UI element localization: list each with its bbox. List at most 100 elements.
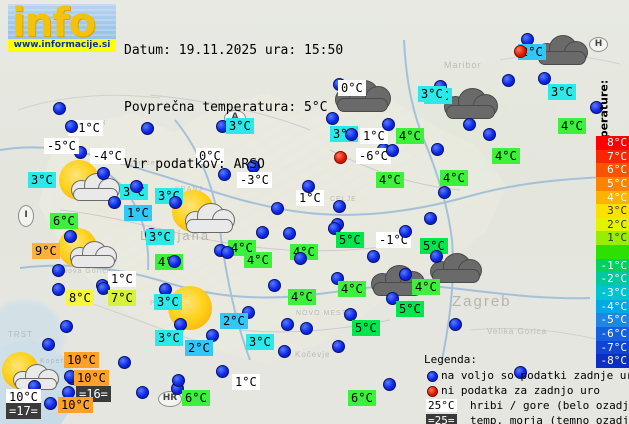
station-dot[interactable] <box>271 202 284 215</box>
station-dot[interactable] <box>386 292 399 305</box>
station-dot[interactable] <box>483 128 496 141</box>
station-dot[interactable] <box>108 196 121 209</box>
red-dot-icon <box>427 386 438 397</box>
legend-row-blue-dot: na voljo so podatki zadnje ure <box>424 368 629 383</box>
station-dot[interactable] <box>367 250 380 263</box>
scale-step: -2°C <box>596 272 629 287</box>
station-dot[interactable] <box>130 180 143 193</box>
station-dot[interactable] <box>424 212 437 225</box>
station-temperature-label: 4°C <box>244 252 272 268</box>
station-dot[interactable] <box>283 227 296 240</box>
station-temperature-label: 4°C <box>440 170 468 186</box>
scale-step: -3°C <box>596 286 629 300</box>
station-dot[interactable] <box>463 118 476 131</box>
station-dot[interactable] <box>431 143 444 156</box>
blue-dot-icon <box>427 371 438 382</box>
station-dot[interactable] <box>97 282 110 295</box>
logo-stripes <box>8 4 116 42</box>
station-dot[interactable] <box>514 366 527 379</box>
station-dot[interactable] <box>172 374 185 387</box>
station-dot[interactable] <box>399 225 412 238</box>
station-dot[interactable] <box>281 318 294 331</box>
station-temperature-label: 5°C <box>420 238 448 254</box>
station-dot[interactable] <box>449 318 462 331</box>
station-dot[interactable] <box>65 120 78 133</box>
station-temperature-label: 3°C <box>146 229 174 245</box>
cloud-icon <box>69 238 118 268</box>
station-temperature-label: 4°C <box>396 128 424 144</box>
header-average-temperature: Povprečna temperatura: 5°C <box>124 100 328 115</box>
station-dot[interactable] <box>60 320 73 333</box>
station-dot[interactable] <box>590 101 603 114</box>
scale-step: -4°C <box>596 299 629 314</box>
station-dot[interactable] <box>502 74 515 87</box>
station-dot[interactable] <box>386 144 399 157</box>
station-dot[interactable] <box>300 322 313 335</box>
station-dot[interactable] <box>345 128 358 141</box>
station-temperature-label: 7°C <box>108 290 136 306</box>
station-temperature-label: 3°C <box>154 294 182 310</box>
station-temperature-label: 0°C <box>196 148 224 164</box>
scale-step: -7°C <box>596 340 629 355</box>
station-temperature-label: 3°C <box>418 86 446 102</box>
station-dot[interactable] <box>326 112 339 125</box>
station-dot[interactable] <box>332 340 345 353</box>
station-dot[interactable] <box>52 264 65 277</box>
station-dot[interactable] <box>118 356 131 369</box>
hills-chip: 25°C <box>426 399 457 412</box>
station-temperature-label: -5°C <box>44 138 79 154</box>
station-dot[interactable] <box>328 222 341 235</box>
station-temperature-label: 6°C <box>348 390 376 406</box>
station-temperature-label: 9°C <box>32 243 60 259</box>
legend-hills-text: hribi / gore (belo ozadje) <box>470 399 629 412</box>
station-dot-no-data[interactable] <box>334 151 347 164</box>
legend-blue-dot-text: na voljo so podatki zadnje ure <box>441 369 629 382</box>
station-dot[interactable] <box>538 72 551 85</box>
scale-step: 2°C <box>596 217 629 232</box>
station-dot[interactable] <box>382 118 395 131</box>
station-temperature-label: 8°C <box>66 290 94 306</box>
station-dot[interactable] <box>97 167 110 180</box>
scale-step: 6°C <box>596 163 629 177</box>
station-dot[interactable] <box>52 283 65 296</box>
station-dot[interactable] <box>218 168 231 181</box>
station-dot[interactable] <box>44 397 57 410</box>
station-dot[interactable] <box>430 250 443 263</box>
legend-title: Legenda: <box>424 353 477 366</box>
station-temperature-label: 4°C <box>492 148 520 164</box>
station-dot[interactable] <box>399 268 412 281</box>
station-dot[interactable] <box>302 180 315 193</box>
station-temperature-label: 3°C <box>226 118 254 134</box>
scale-step: 8°C <box>596 136 629 150</box>
station-dot[interactable] <box>64 230 77 243</box>
station-dot[interactable] <box>438 186 451 199</box>
station-temperature-label: 3°C <box>246 334 274 350</box>
station-dot[interactable] <box>136 386 149 399</box>
station-dot[interactable] <box>42 338 55 351</box>
station-dot[interactable] <box>169 196 182 209</box>
station-temperature-label: 6°C <box>182 390 210 406</box>
station-dot[interactable] <box>256 226 269 239</box>
station-dot[interactable] <box>53 102 66 115</box>
legend-row-sea: =25= temp. morja (temno ozadje) <box>424 413 629 424</box>
station-dot[interactable] <box>294 252 307 265</box>
station-dot[interactable] <box>216 365 229 378</box>
legend-row-red-dot: ni podatka za zadnjo uro <box>424 383 624 398</box>
station-dot[interactable] <box>344 308 357 321</box>
station-temperature-label: 1°C <box>232 374 260 390</box>
station-dot-no-data[interactable] <box>514 45 527 58</box>
station-temperature-label: 10°C <box>58 397 93 413</box>
station-temperature-label: 5°C <box>336 232 364 248</box>
station-dot[interactable] <box>383 378 396 391</box>
scale-step: -8°C <box>596 354 629 368</box>
station-dot[interactable] <box>141 122 154 135</box>
station-dot[interactable] <box>221 246 234 259</box>
station-temperature-label: -4°C <box>90 148 125 164</box>
station-dot[interactable] <box>278 345 291 358</box>
station-dot[interactable] <box>333 200 346 213</box>
scale-step: 4°C <box>596 190 629 205</box>
site-logo[interactable]: info www.informacije.si <box>8 4 116 52</box>
station-dot[interactable] <box>168 255 181 268</box>
station-dot[interactable] <box>268 279 281 292</box>
